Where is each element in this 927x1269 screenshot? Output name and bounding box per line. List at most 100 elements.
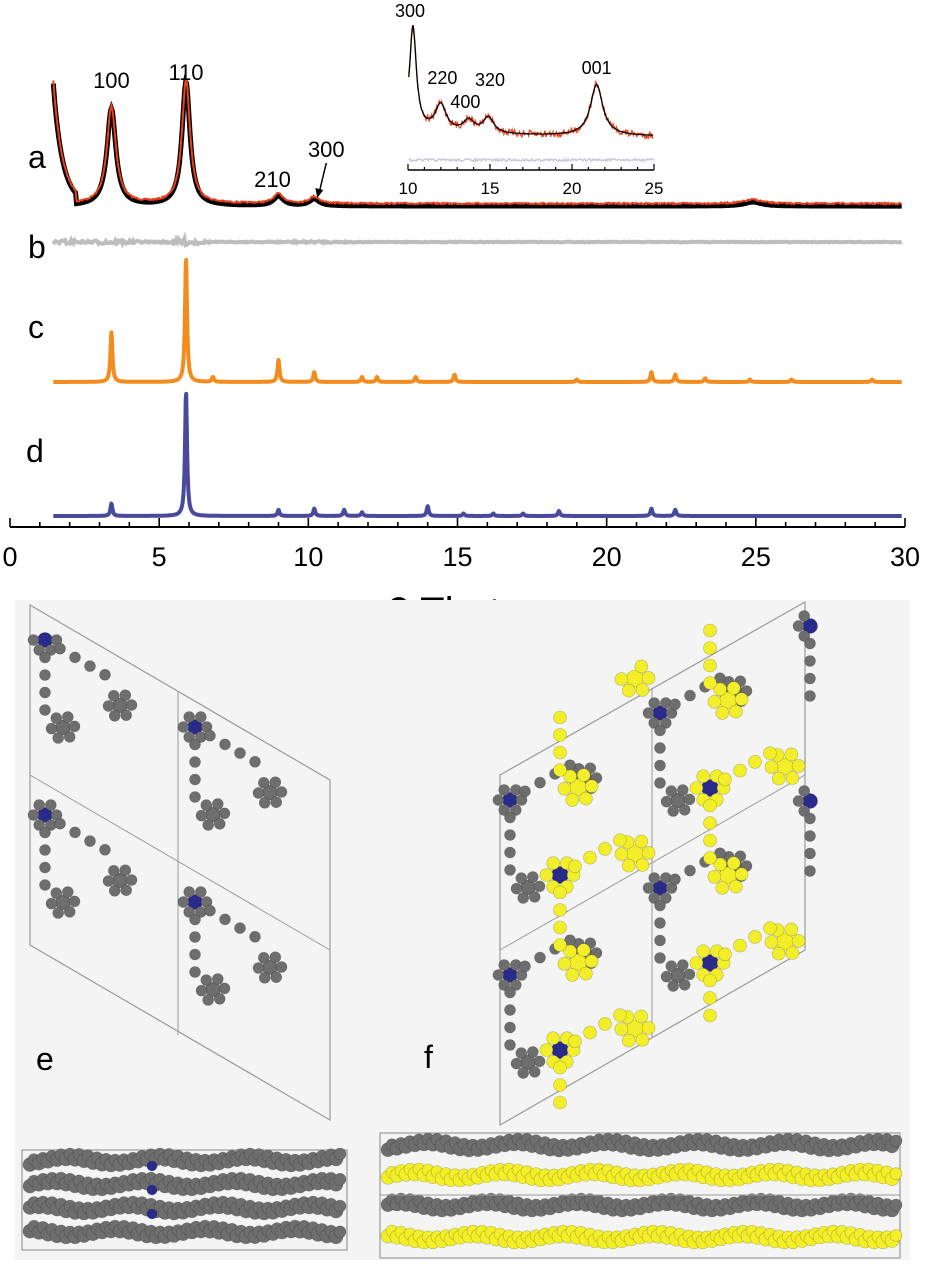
carbon-atom — [553, 763, 567, 777]
carbon-atom — [568, 859, 582, 874]
carbon-atom — [50, 887, 63, 899]
structure-model-e-side-view — [21, 1147, 348, 1251]
carbon-atom — [784, 747, 799, 762]
carbon-atom — [533, 880, 546, 893]
unit-cell-line — [499, 774, 806, 951]
carbon-atom — [565, 793, 580, 807]
carbon-atom — [683, 793, 696, 806]
carbon-atom — [249, 930, 261, 943]
carbon-atom — [689, 956, 704, 970]
carbon-atom — [234, 747, 246, 759]
carbon-atom — [546, 1031, 561, 1045]
carbon-atom — [553, 728, 567, 742]
carbon-atom — [177, 896, 190, 908]
carbon-atom — [492, 794, 505, 806]
carbon-atom — [504, 1004, 516, 1016]
carbon-atom — [195, 886, 207, 898]
carbon-atom — [204, 729, 216, 742]
carbon-atom — [563, 769, 577, 784]
carbon-atom — [33, 819, 46, 831]
carbon-atom — [579, 966, 593, 981]
carbon-atom — [804, 655, 816, 667]
carbon-atom — [621, 1033, 636, 1048]
framework-atom — [889, 1167, 903, 1180]
carbon-atom — [669, 873, 681, 886]
carbon-atom — [526, 871, 539, 883]
carbon-atom — [498, 959, 511, 971]
carbon-atom — [621, 683, 636, 698]
carbon-atom — [654, 917, 666, 929]
carbon-atom — [635, 1033, 650, 1047]
carbon-atom — [684, 864, 696, 877]
carbon-atom — [576, 943, 591, 957]
carbon-atom — [504, 811, 516, 824]
carbon-atom — [234, 922, 246, 934]
inset-x-axis-ticks: 10 15 20 25 — [399, 164, 664, 198]
carbon-atom — [669, 698, 681, 711]
carbon-atom — [84, 835, 96, 847]
carbon-atom — [102, 875, 115, 887]
carbon-atom — [108, 884, 121, 897]
carbon-atom — [584, 954, 599, 969]
inset-peak-label: 300 — [395, 1, 425, 21]
carbon-atom — [515, 872, 528, 884]
carbon-atom — [553, 938, 567, 952]
carbon-atom — [715, 881, 730, 895]
carbon-atom — [804, 690, 816, 702]
x-tick-label: 25 — [741, 542, 771, 572]
carbon-atom — [333, 1199, 347, 1213]
carbon-atom — [715, 706, 730, 720]
carbon-atom — [667, 980, 680, 992]
carbon-atom — [212, 973, 224, 985]
unit-cell-outline — [29, 603, 331, 1122]
carbon-atom — [726, 856, 741, 870]
carbon-atom — [54, 642, 66, 655]
carbon-atom — [333, 1225, 347, 1239]
inset-x-tick-label: 25 — [645, 179, 664, 198]
carbon-atom — [189, 913, 201, 926]
carbon-atom — [703, 798, 717, 813]
carbon-atom — [528, 1066, 541, 1078]
carbon-atom — [553, 1060, 567, 1075]
carbon-atom — [183, 731, 195, 743]
carbon-atom — [252, 962, 265, 974]
carbon-atom — [108, 689, 120, 702]
carbon-atom — [189, 931, 201, 943]
carbon-atom — [504, 864, 516, 876]
carbon-atom — [270, 971, 283, 984]
carbon-atom — [641, 1021, 656, 1035]
carbon-atom — [791, 934, 806, 948]
carbon-atom — [642, 707, 655, 719]
carbon-atom — [654, 777, 666, 789]
carbon-atom — [519, 960, 531, 973]
carbon-atom — [68, 895, 81, 908]
carbon-atom — [504, 829, 516, 841]
carbon-atom — [195, 711, 207, 723]
carbon-atom — [108, 864, 120, 877]
carbon-atom — [598, 1017, 612, 1031]
carbon-atom — [635, 858, 650, 872]
carbon-atom — [119, 864, 132, 877]
carbon-atom — [707, 869, 722, 884]
carbon-atom — [257, 776, 270, 789]
carbon-atom — [39, 861, 51, 874]
carbon-atom — [533, 1055, 546, 1068]
carbon-atom — [333, 1173, 347, 1186]
carbon-atom — [183, 711, 195, 723]
carbon-atom — [763, 921, 777, 936]
carbon-atom — [696, 944, 711, 959]
carbon-atom — [798, 630, 811, 642]
inset-peak-label: 001 — [582, 58, 612, 78]
carbon-atom — [52, 907, 65, 919]
carbon-atom — [189, 756, 201, 768]
carbon-atom — [120, 884, 132, 897]
carbon-atom — [27, 809, 40, 821]
carbon-atom — [660, 970, 673, 983]
carbon-atom — [648, 697, 661, 709]
inset-x-tick-label: 15 — [481, 179, 500, 198]
panel-label-a: a — [28, 139, 46, 175]
carbon-atom — [748, 930, 762, 944]
nitrogen-atom — [146, 1160, 158, 1172]
carbon-atom — [189, 791, 201, 803]
